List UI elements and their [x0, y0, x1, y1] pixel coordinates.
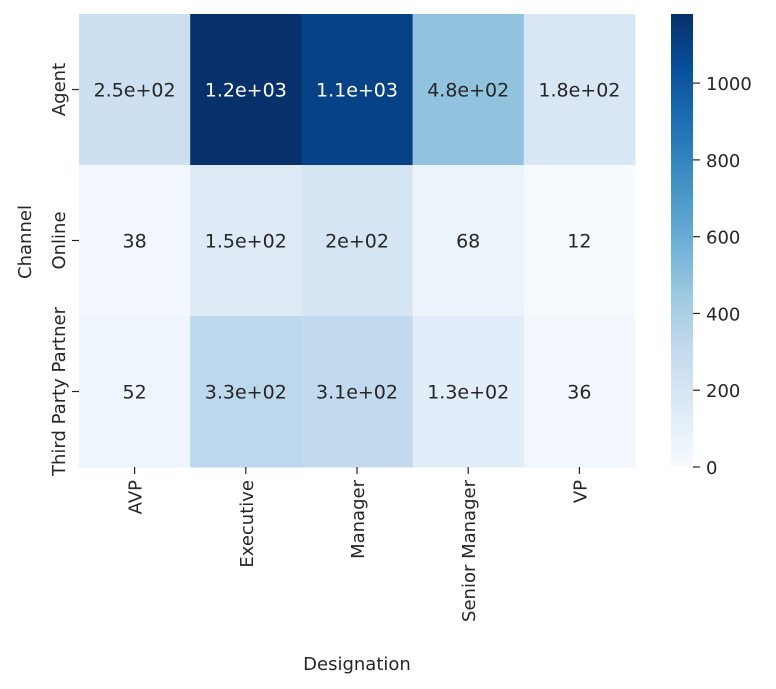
heatmap-cell: [79, 14, 191, 166]
cell-labels: 2.5e+02 1.2e+03 1.1e+03 4.8e+02 1.8e+02 38 1.5…: [94, 80, 621, 404]
cell-value-label: 1.3e+02: [427, 382, 509, 404]
heatmap-cell: [190, 165, 302, 317]
x-tick-label: Manager: [348, 479, 369, 558]
heatmap-cells: [79, 14, 636, 468]
y-tick-label: Online: [49, 211, 70, 269]
cell-value-label: 2.5e+02: [94, 80, 176, 102]
y-tick-label: Third Party Partner: [49, 306, 70, 477]
x-tick-label: AVP: [126, 480, 147, 514]
cell-value-label: 38: [123, 231, 147, 253]
heatmap-cell: [412, 14, 525, 166]
colorbar-tick-label: 800: [706, 151, 740, 172]
heatmap-cell: [301, 14, 414, 166]
heatmap-cell: [523, 14, 636, 166]
y-tick-label: Agent: [49, 63, 70, 116]
heatmap-cell: [301, 316, 414, 468]
x-axis-ticks: AVP Executive Manager Senior Manager VP: [126, 467, 591, 622]
cell-value-label: 2e+02: [325, 231, 389, 253]
heatmap-cell: [523, 165, 636, 317]
heatmap-cell: [412, 165, 525, 317]
cell-value-label: 4.8e+02: [427, 80, 509, 102]
cell-value-label: 68: [456, 231, 480, 253]
cell-value-label: 1.2e+03: [205, 80, 287, 102]
heatmap-cell: [79, 165, 191, 317]
cell-value-label: 12: [567, 231, 591, 253]
cell-value-label: 3.3e+02: [205, 382, 287, 404]
y-axis-ticks: Agent Online Third Party Partner: [49, 63, 79, 477]
heatmap-cell: [190, 14, 302, 166]
x-tick-label: VP: [570, 480, 591, 503]
heatmap-cell: [412, 316, 525, 468]
cell-value-label: 36: [567, 382, 591, 404]
colorbar: [671, 14, 693, 467]
heatmap-cell: [79, 316, 191, 468]
colorbar-tick-label: 600: [706, 228, 740, 249]
x-tick-label: Executive: [237, 480, 258, 568]
x-axis-label: Designation: [303, 654, 411, 675]
heatmap-cell: [190, 316, 302, 468]
x-tick-label: Senior Manager: [459, 479, 480, 622]
cell-value-label: 1.5e+02: [205, 231, 287, 253]
cell-value-label: 3.1e+02: [316, 382, 398, 404]
cell-value-label: 52: [123, 382, 147, 404]
cell-value-label: 1.1e+03: [316, 80, 398, 102]
heatmap-cell: [301, 165, 414, 317]
colorbar-tick-label: 0: [706, 458, 717, 479]
colorbar-tick-label: 1000: [706, 74, 752, 95]
cell-value-label: 1.8e+02: [538, 80, 620, 102]
colorbar-tick-label: 400: [706, 304, 740, 325]
colorbar-tick-label: 200: [706, 381, 740, 402]
heatmap-cell: [523, 316, 636, 468]
y-axis-label: Channel: [15, 205, 36, 279]
colorbar-ticks: 0 200 400 600 800 1000: [693, 74, 752, 479]
